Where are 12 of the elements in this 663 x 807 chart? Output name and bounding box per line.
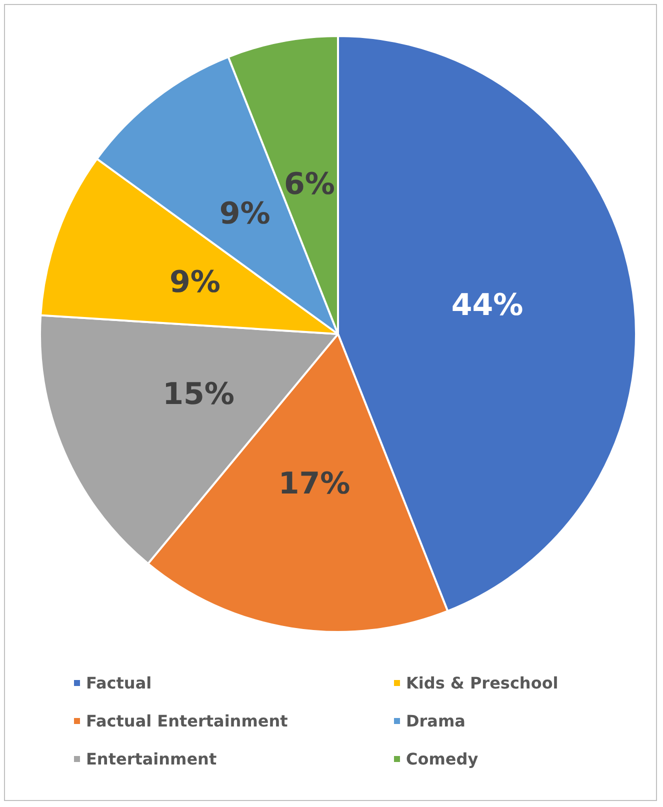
legend-label: Factual — [86, 674, 152, 692]
data-label: 9% — [219, 196, 270, 232]
data-label: 17% — [278, 466, 350, 502]
legend-label: Entertainment — [86, 750, 217, 768]
legend-label: Comedy — [406, 750, 479, 768]
legend-label: Drama — [406, 712, 466, 730]
data-label: 44% — [451, 288, 524, 324]
data-label: 6% — [284, 167, 335, 202]
legend-label: Factual Entertainment — [86, 712, 288, 730]
legend-label: Kids & Preschool — [406, 674, 558, 692]
data-label: 15% — [162, 376, 234, 412]
data-label: 9% — [170, 265, 220, 300]
